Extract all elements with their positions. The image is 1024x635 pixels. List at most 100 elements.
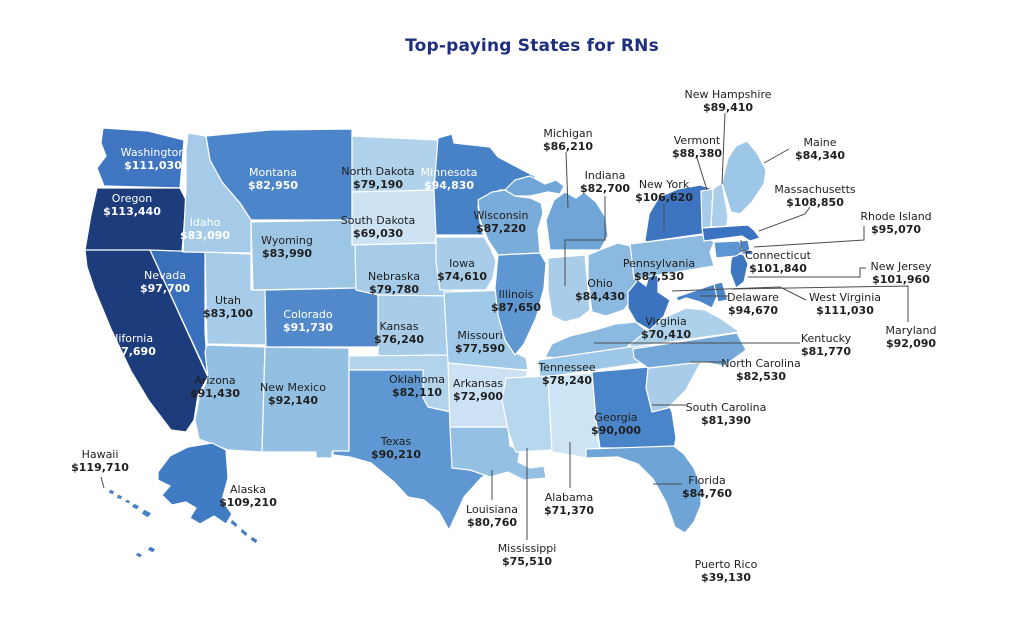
state-shape-massachusetts [701,224,761,242]
state-name-georgia: Georgia [594,411,637,424]
state-name-illinois: Illinois [499,288,534,301]
state-value-kentucky: $81,770 [801,345,851,358]
state-value-colorado: $91,730 [283,321,333,334]
state-shape-alaska [249,535,259,545]
state-shape-alaska [157,442,233,525]
state-shape-louisiana [449,426,547,481]
leader-line-michigan [565,151,569,209]
state-value-michigan: $86,210 [543,140,593,153]
state-shape-illinois [494,252,547,356]
state-value-massachusetts: $108,850 [786,196,844,209]
state-value-new-jersey: $101,960 [872,273,930,286]
state-value-maryland: $92,090 [886,337,936,350]
state-value-north-carolina: $82,530 [736,370,786,383]
state-value-arkansas: $72,900 [453,390,503,403]
state-shape-alaska [146,545,157,554]
state-shape-alaska [134,551,144,559]
state-name-new-york: New York [639,178,690,191]
state-value-nevada: $97,700 [140,282,190,295]
leader-line-west-virginia [671,286,807,301]
state-shape-indiana [547,254,591,323]
state-name-oregon: Oregon [112,192,152,205]
state-value-virginia: $70,410 [641,328,691,341]
leader-line-hawaii [100,476,105,489]
leader-line-connecticut [740,240,748,252]
state-shape-michigan [545,191,609,251]
state-name-new-mexico: New Mexico [260,381,326,394]
state-name-south-carolina: South Carolina [686,401,767,414]
state-shape-alaska [239,527,249,538]
state-value-new-york: $106,620 [635,191,693,204]
state-value-utah: $83,100 [203,307,253,320]
state-shape-montana [205,128,353,221]
state-shape-florida [585,445,702,534]
state-name-kentucky: Kentucky [801,332,852,345]
state-value-south-dakota: $69,030 [353,227,403,240]
state-name-louisiana: Louisiana [466,503,518,516]
state-name-iowa: Iowa [449,257,475,270]
state-name-alaska: Alaska [230,483,266,496]
state-name-delaware: Delaware [727,291,779,304]
state-value-georgia: $90,000 [591,424,641,437]
state-value-florida: $84,760 [682,487,732,500]
state-value-washington: $111,030 [124,159,182,172]
state-value-new-hampshire: $89,410 [703,101,753,114]
state-name-north-carolina: North Carolina [721,357,801,370]
state-shape-hawaii [115,493,124,501]
state-name-maryland: Maryland [885,324,936,337]
state-value-hawaii: $119,710 [71,461,129,474]
state-value-nebraska: $79,780 [369,283,419,296]
state-value-ohio: $84,430 [575,290,625,303]
state-value-pennsylvania: $87,530 [634,270,684,283]
state-name-montana: Montana [249,166,297,179]
state-value-connecticut: $101,840 [749,262,807,275]
state-value-rhode-island: $95,070 [871,223,921,236]
state-name-florida: Florida [688,474,725,487]
state-value-new-mexico: $92,140 [268,394,318,407]
state-value-idaho: $83,090 [180,229,230,242]
state-value-missouri: $77,590 [455,342,505,355]
state-shape-alaska [229,518,239,529]
state-value-oklahoma: $82,110 [392,386,442,399]
state-value-wisconsin: $87,220 [476,222,526,235]
state-name-alabama: Alabama [545,491,594,504]
state-value-montana: $82,950 [248,179,298,192]
state-shape-hawaii [123,498,132,505]
leader-line-massachusetts [758,206,811,232]
state-shape-west-virginia [627,271,671,331]
state-name-maine: Maine [803,136,836,149]
state-value-north-dakota: $79,190 [353,178,403,191]
leader-line-new-jersey [748,267,866,278]
state-value-delaware: $94,670 [728,304,778,317]
state-value-mississippi: $75,510 [502,555,552,568]
page-title: Top-paying States for RNs [405,36,659,56]
state-value-maine: $84,340 [795,149,845,162]
state-value-texas: $90,210 [371,448,421,461]
state-name-connecticut: Connecticut [745,249,812,262]
state-name-tennessee: Tennessee [537,361,596,374]
state-name-new-jersey: New Jersey [870,260,932,273]
state-name-nebraska: Nebraska [368,270,420,283]
state-shape-new-jersey [729,251,749,289]
state-name-rhode-island: Rhode Island [860,210,931,223]
state-value-california: $137,690 [98,345,156,358]
leader-line-rhode-island [753,226,865,248]
state-name-arizona: Arizona [194,374,235,387]
state-shape-michigan [504,175,565,197]
state-name-new-hampshire: New Hampshire [684,88,771,101]
state-name-texas: Texas [380,435,412,448]
leader-line-new-hampshire [721,112,726,185]
state-name-arkansas: Arkansas [453,377,503,390]
state-shape-hawaii [107,488,116,496]
state-value-arizona: $91,430 [190,387,240,400]
state-name-mississippi: Mississippi [498,542,557,555]
state-value-oregon: $113,440 [103,205,161,218]
state-name-hawaii: Hawaii [82,448,119,461]
state-value-illinois: $87,650 [491,301,541,314]
state-value-alaska: $109,210 [219,496,277,509]
state-value-wyoming: $83,990 [262,247,312,260]
leader-line-vermont [696,157,708,191]
state-name-massachusetts: Massachusetts [774,183,856,196]
state-value-alabama: $71,370 [544,504,594,517]
state-name-puerto-rico: Puerto Rico [695,558,758,571]
